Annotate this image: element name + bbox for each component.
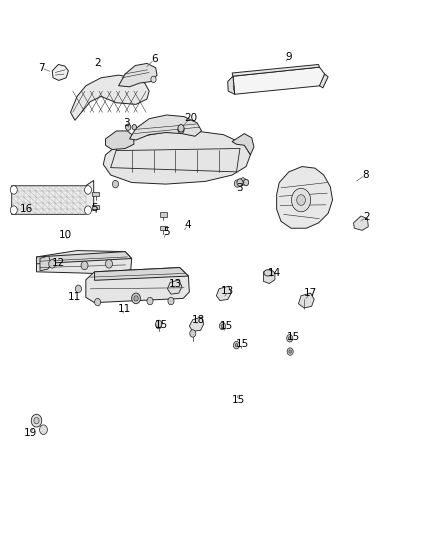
Text: 6: 6: [151, 54, 158, 64]
Text: 14: 14: [268, 268, 282, 278]
Text: 11: 11: [118, 304, 131, 314]
Polygon shape: [228, 76, 235, 94]
Text: 8: 8: [362, 170, 369, 180]
Polygon shape: [167, 280, 182, 294]
Circle shape: [297, 195, 305, 205]
Circle shape: [85, 185, 92, 194]
Text: 19: 19: [24, 429, 37, 439]
Text: 2: 2: [94, 59, 101, 68]
Circle shape: [75, 285, 81, 293]
Circle shape: [168, 297, 174, 305]
Ellipse shape: [264, 270, 272, 276]
Circle shape: [134, 296, 138, 301]
Circle shape: [151, 76, 156, 83]
Polygon shape: [106, 131, 134, 150]
Circle shape: [234, 180, 240, 187]
Polygon shape: [52, 64, 68, 80]
Text: 17: 17: [304, 288, 317, 298]
Polygon shape: [12, 180, 94, 214]
Polygon shape: [319, 74, 328, 88]
Text: 10: 10: [59, 230, 72, 240]
Text: 15: 15: [220, 321, 233, 331]
Circle shape: [289, 350, 291, 353]
Circle shape: [291, 188, 311, 212]
Text: 11: 11: [68, 292, 81, 302]
Polygon shape: [71, 75, 149, 120]
Text: 4: 4: [184, 220, 191, 230]
Circle shape: [132, 293, 141, 304]
Text: 12: 12: [52, 258, 65, 268]
Polygon shape: [159, 212, 166, 216]
Circle shape: [95, 298, 101, 306]
Circle shape: [237, 179, 243, 186]
Circle shape: [31, 414, 42, 427]
Circle shape: [39, 425, 47, 434]
Polygon shape: [36, 252, 132, 264]
Circle shape: [132, 125, 137, 130]
Polygon shape: [264, 269, 275, 284]
Polygon shape: [40, 256, 51, 271]
Polygon shape: [232, 64, 319, 76]
Circle shape: [113, 180, 119, 188]
Circle shape: [85, 206, 92, 214]
Text: 16: 16: [20, 204, 34, 214]
Circle shape: [244, 179, 249, 185]
Polygon shape: [36, 251, 132, 274]
Circle shape: [190, 330, 196, 337]
Text: 9: 9: [286, 52, 292, 61]
Text: 2: 2: [363, 212, 369, 222]
Circle shape: [178, 126, 184, 134]
Text: 3: 3: [237, 183, 243, 193]
Circle shape: [240, 177, 246, 185]
Polygon shape: [159, 226, 166, 230]
Circle shape: [157, 324, 160, 327]
Text: 3: 3: [123, 118, 129, 128]
Polygon shape: [130, 115, 201, 140]
Circle shape: [34, 417, 39, 424]
Polygon shape: [119, 63, 157, 87]
Circle shape: [221, 325, 224, 328]
Polygon shape: [298, 293, 314, 308]
Polygon shape: [277, 166, 332, 228]
Circle shape: [288, 337, 291, 340]
Text: 20: 20: [184, 112, 197, 123]
Circle shape: [178, 125, 184, 132]
Text: 15: 15: [232, 395, 245, 406]
Polygon shape: [86, 268, 189, 303]
Text: 7: 7: [38, 63, 45, 72]
Polygon shape: [189, 317, 204, 332]
Polygon shape: [92, 192, 99, 196]
Text: 13: 13: [221, 286, 234, 296]
Polygon shape: [92, 205, 99, 209]
Circle shape: [147, 297, 153, 305]
Text: 5: 5: [91, 203, 98, 213]
Polygon shape: [95, 268, 188, 280]
Text: 15: 15: [286, 332, 300, 342]
Text: 15: 15: [236, 339, 249, 349]
Circle shape: [11, 206, 17, 214]
Polygon shape: [233, 67, 325, 94]
Circle shape: [235, 344, 238, 347]
Circle shape: [155, 320, 162, 328]
Circle shape: [126, 124, 131, 131]
Text: 15: 15: [155, 320, 168, 330]
Circle shape: [233, 342, 240, 349]
Polygon shape: [232, 134, 254, 155]
Circle shape: [49, 260, 56, 268]
Circle shape: [106, 260, 113, 268]
Circle shape: [287, 348, 293, 356]
Polygon shape: [216, 286, 231, 301]
Circle shape: [81, 261, 88, 270]
Polygon shape: [353, 216, 368, 230]
Circle shape: [287, 335, 293, 342]
Polygon shape: [103, 131, 251, 184]
Text: 18: 18: [191, 314, 205, 325]
Circle shape: [11, 185, 17, 194]
Circle shape: [219, 322, 226, 330]
Text: 13: 13: [169, 279, 182, 288]
Text: 5: 5: [163, 227, 170, 237]
Circle shape: [155, 321, 162, 329]
